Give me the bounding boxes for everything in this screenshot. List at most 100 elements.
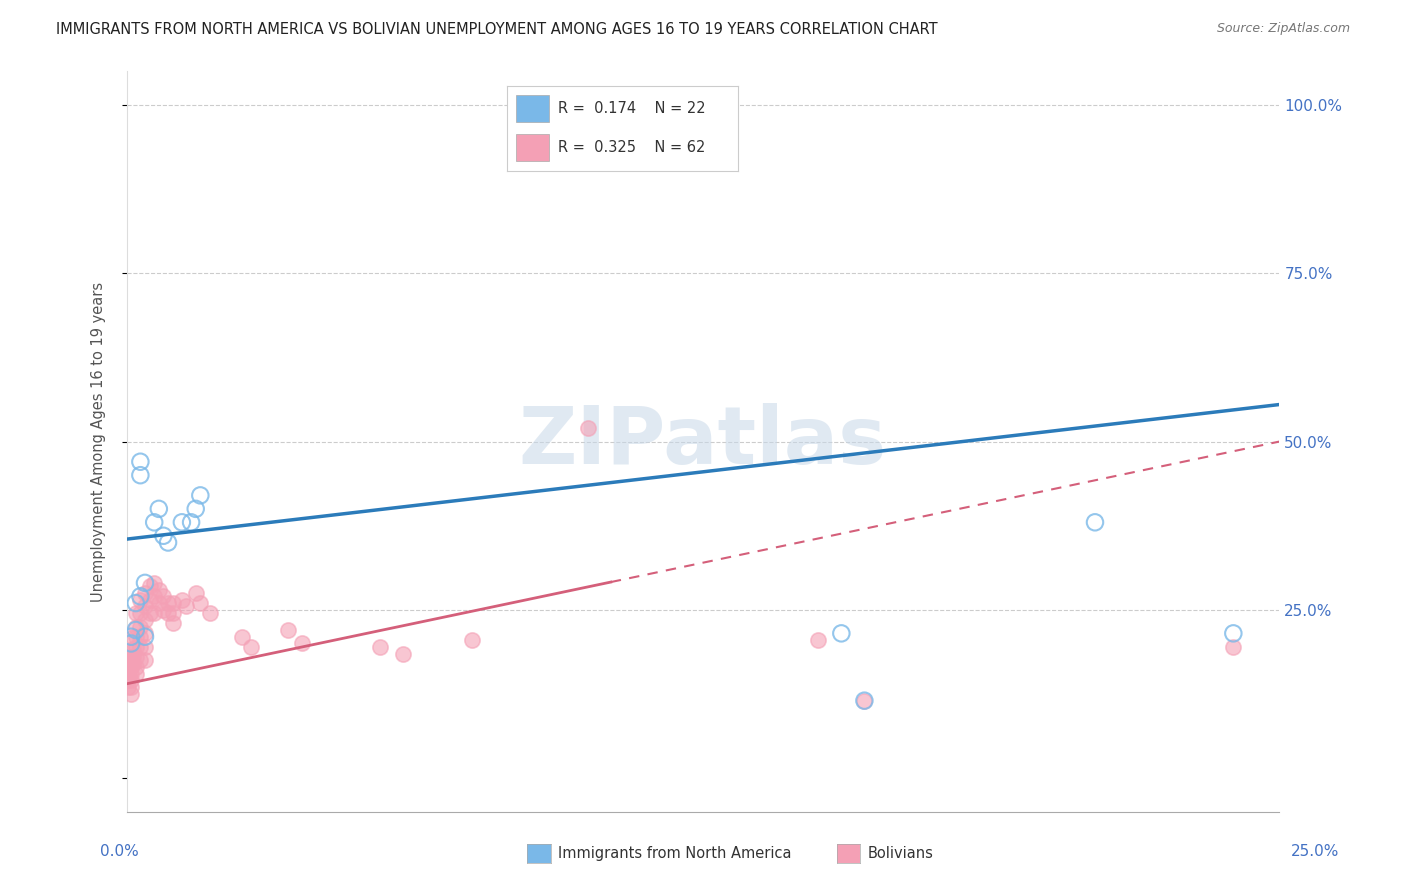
Point bbox=[853, 694, 876, 708]
Point bbox=[138, 592, 160, 607]
Point bbox=[184, 586, 207, 600]
Point bbox=[143, 575, 166, 590]
Point bbox=[157, 606, 180, 620]
Point bbox=[134, 630, 156, 644]
Point bbox=[134, 653, 156, 667]
Point bbox=[277, 623, 299, 637]
Point bbox=[138, 579, 160, 593]
Point bbox=[120, 687, 142, 701]
Point bbox=[170, 592, 193, 607]
Point bbox=[134, 626, 156, 640]
Point bbox=[188, 488, 211, 502]
Point bbox=[125, 666, 148, 681]
Text: Bolivians: Bolivians bbox=[868, 847, 934, 861]
Point bbox=[120, 649, 142, 664]
Point bbox=[143, 606, 166, 620]
Point bbox=[143, 590, 166, 604]
Point bbox=[162, 606, 184, 620]
Point bbox=[152, 590, 174, 604]
Point bbox=[134, 586, 156, 600]
Point bbox=[157, 596, 180, 610]
Point bbox=[120, 673, 142, 688]
Point bbox=[152, 603, 174, 617]
Point bbox=[554, 121, 576, 136]
Point bbox=[148, 501, 170, 516]
Point bbox=[162, 596, 184, 610]
Point bbox=[170, 516, 193, 530]
Point bbox=[125, 596, 148, 610]
Point bbox=[125, 630, 148, 644]
Point bbox=[117, 666, 139, 681]
Point bbox=[1222, 626, 1244, 640]
Point bbox=[129, 619, 152, 633]
Point bbox=[117, 680, 139, 694]
Point bbox=[198, 606, 221, 620]
Point bbox=[129, 592, 152, 607]
Point bbox=[125, 606, 148, 620]
Point bbox=[125, 623, 148, 637]
Point bbox=[461, 633, 484, 648]
Point bbox=[129, 455, 152, 469]
Point bbox=[576, 118, 599, 132]
Point bbox=[120, 660, 142, 674]
Point bbox=[122, 657, 145, 671]
Point bbox=[125, 660, 148, 674]
Text: Source: ZipAtlas.com: Source: ZipAtlas.com bbox=[1216, 22, 1350, 36]
Point bbox=[129, 606, 152, 620]
Point bbox=[129, 590, 152, 604]
Point bbox=[184, 501, 207, 516]
Point bbox=[125, 619, 148, 633]
Point bbox=[117, 660, 139, 674]
Point bbox=[118, 664, 141, 678]
Point bbox=[176, 599, 198, 614]
Point bbox=[148, 596, 170, 610]
Point bbox=[122, 643, 145, 657]
Text: 25.0%: 25.0% bbox=[1291, 845, 1339, 859]
Point bbox=[291, 636, 314, 650]
Y-axis label: Unemployment Among Ages 16 to 19 years: Unemployment Among Ages 16 to 19 years bbox=[91, 282, 105, 601]
Point bbox=[129, 630, 152, 644]
Point bbox=[125, 649, 148, 664]
Point bbox=[576, 421, 599, 435]
Point bbox=[120, 643, 142, 657]
Point bbox=[188, 596, 211, 610]
Point bbox=[138, 606, 160, 620]
Point bbox=[143, 516, 166, 530]
Point bbox=[117, 673, 139, 688]
Point bbox=[118, 653, 141, 667]
Point bbox=[129, 640, 152, 654]
Text: Immigrants from North America: Immigrants from North America bbox=[558, 847, 792, 861]
Text: ZIPatlas: ZIPatlas bbox=[519, 402, 887, 481]
Point bbox=[118, 670, 141, 684]
Point bbox=[392, 647, 415, 661]
Point bbox=[1222, 640, 1244, 654]
Point bbox=[125, 640, 148, 654]
Point bbox=[152, 529, 174, 543]
Point bbox=[120, 653, 142, 667]
Point bbox=[120, 636, 142, 650]
Point bbox=[368, 640, 391, 654]
Point bbox=[120, 666, 142, 681]
Point bbox=[148, 582, 170, 597]
Point bbox=[122, 630, 145, 644]
Point bbox=[122, 649, 145, 664]
Point bbox=[231, 630, 253, 644]
Point bbox=[240, 640, 263, 654]
Point bbox=[830, 626, 852, 640]
Point bbox=[853, 694, 876, 708]
Point bbox=[129, 468, 152, 483]
Point bbox=[134, 575, 156, 590]
Point bbox=[1084, 516, 1107, 530]
Text: 0.0%: 0.0% bbox=[100, 845, 139, 859]
Point bbox=[134, 640, 156, 654]
Point bbox=[180, 516, 202, 530]
Point bbox=[134, 599, 156, 614]
Text: IMMIGRANTS FROM NORTH AMERICA VS BOLIVIAN UNEMPLOYMENT AMONG AGES 16 TO 19 YEARS: IMMIGRANTS FROM NORTH AMERICA VS BOLIVIA… bbox=[56, 22, 938, 37]
Point bbox=[157, 535, 180, 549]
Point bbox=[162, 616, 184, 631]
Point bbox=[807, 633, 830, 648]
Point bbox=[120, 680, 142, 694]
Point bbox=[129, 653, 152, 667]
Point bbox=[134, 613, 156, 627]
Point bbox=[120, 630, 142, 644]
